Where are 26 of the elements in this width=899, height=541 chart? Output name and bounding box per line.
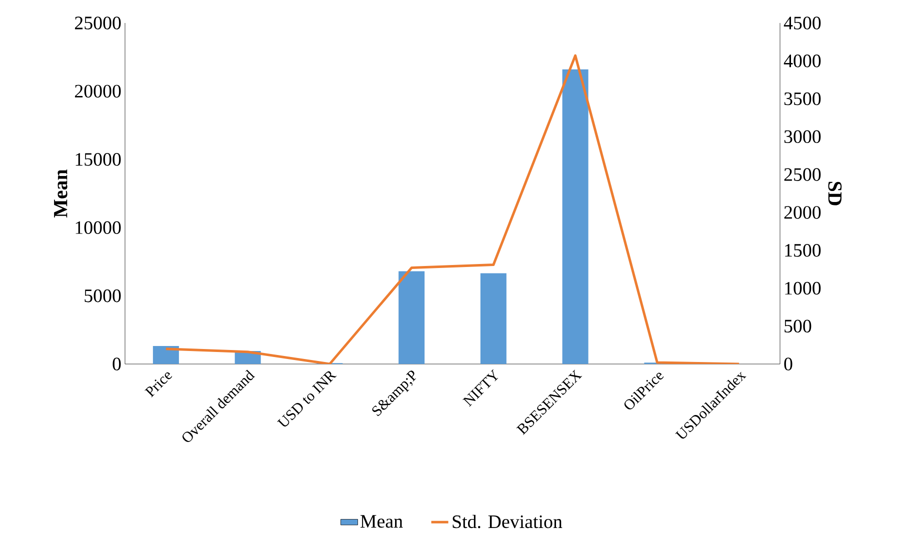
y2-tick-label: 3500 [784, 92, 821, 106]
y2-tick-label: 1500 [785, 244, 821, 257]
bar [562, 69, 588, 364]
y-tick-label: 5000 [84, 289, 121, 302]
line-series [164, 54, 740, 364]
legend-label: Std. Deviation [452, 514, 562, 528]
y-tick-label: 25000 [74, 16, 121, 30]
bar [480, 273, 506, 364]
y2-tick-label: 4000 [784, 54, 821, 68]
y2-tick-label: 2000 [784, 206, 821, 219]
bar [152, 346, 179, 364]
y2-tick-label: 1000 [785, 282, 821, 295]
y2-axis-title: SD [828, 182, 842, 206]
bar [398, 271, 425, 364]
x-tick-label: USD to INR [277, 371, 337, 427]
y-tick-label: 10000 [76, 221, 121, 234]
y-tick-label: 0 [112, 358, 121, 370]
y2-tick-label: 2500 [784, 168, 821, 181]
legend-label: Mean [360, 515, 403, 528]
y-tick-label: 15000 [76, 153, 121, 166]
y2-tick-label: 500 [784, 320, 812, 333]
y-axis-title: Mean [54, 169, 68, 218]
y2-tick-label: 3000 [784, 130, 821, 144]
y2-tick-label: 4500 [784, 16, 821, 30]
y-tick-label: 20000 [74, 84, 121, 98]
y2-tick-label: 0 [784, 358, 792, 370]
